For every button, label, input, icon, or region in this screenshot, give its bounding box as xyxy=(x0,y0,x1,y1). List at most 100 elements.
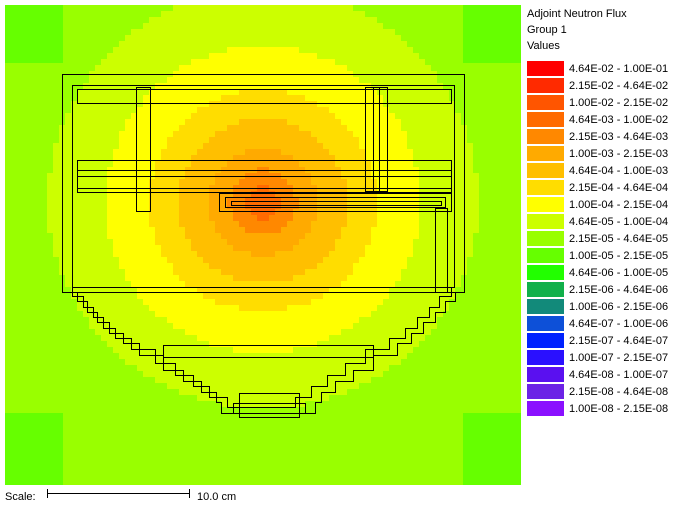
heatmap-cell-run xyxy=(179,215,209,221)
legend-label: 2.15E-05 - 4.64E-05 xyxy=(569,232,669,245)
heatmap-cell-run xyxy=(293,275,347,281)
heatmap-cell-run xyxy=(119,137,167,143)
guide-tube-left xyxy=(136,87,151,212)
heatmap-cell-run xyxy=(299,125,347,131)
heatmap-cell-run xyxy=(371,239,413,245)
legend-row: 2.15E-03 - 4.64E-03 xyxy=(527,128,672,145)
heatmap-corner-cell xyxy=(463,5,521,63)
insert-guide-right xyxy=(435,208,448,293)
heatmap-cell-run xyxy=(167,317,359,323)
heatmap-cell-run xyxy=(245,197,281,203)
heatmap-cell-run xyxy=(407,143,473,149)
heatmap-cell-run xyxy=(197,395,329,401)
heatmap-cell-run xyxy=(125,359,401,365)
heatmap-cell-run xyxy=(359,77,437,83)
legend-row: 4.64E-04 - 1.00E-03 xyxy=(527,162,672,179)
heatmap-cell-run xyxy=(203,143,323,149)
heatmap-cell-run xyxy=(149,197,179,203)
heatmap-cell-run xyxy=(59,257,119,263)
heatmap-cell-run xyxy=(161,155,191,161)
heatmap-cell-run xyxy=(209,197,227,203)
heatmap-cell-run xyxy=(191,239,227,245)
heatmap-cell-run xyxy=(197,149,245,155)
heatmap-cell-run xyxy=(113,251,161,257)
heatmap-cell-run xyxy=(359,317,437,323)
heatmap-cell-run xyxy=(419,179,479,185)
heatmap-cell-run xyxy=(149,305,239,311)
legend-label: 2.15E-07 - 4.64E-07 xyxy=(569,334,669,347)
heatmap-cell-run xyxy=(149,89,239,95)
heatmap-cell-run xyxy=(377,215,419,221)
heatmap-cell-run xyxy=(209,137,317,143)
heatmap-cell-run xyxy=(101,59,191,65)
heatmap-cell-run xyxy=(197,287,329,293)
heatmap-cell-run xyxy=(365,251,413,257)
heatmap-cell-run xyxy=(203,293,323,299)
heatmap-cell-run xyxy=(341,281,395,287)
heatmap-cell-run xyxy=(335,59,425,65)
heatmap-cell-run xyxy=(71,287,137,293)
heatmap-cell-run xyxy=(89,323,173,329)
heatmap-cell-run xyxy=(185,227,215,233)
heatmap-cell-run xyxy=(149,209,179,215)
legend-row: 1.00E-02 - 2.15E-02 xyxy=(527,94,672,111)
scale-line xyxy=(47,493,189,494)
heatmap-cell-run xyxy=(173,323,353,329)
heatmap-cell-run xyxy=(329,335,425,341)
legend-label: 4.64E-07 - 1.00E-06 xyxy=(569,317,669,330)
heatmap-cell-run xyxy=(359,257,407,263)
legend-swatch xyxy=(527,384,564,399)
heatmap-cell-run xyxy=(287,119,341,125)
heatmap-cell-run xyxy=(209,263,317,269)
heatmap-cell-run xyxy=(275,251,329,257)
heatmap-cell-run xyxy=(353,263,407,269)
heatmap-cell-run xyxy=(257,215,269,221)
heatmap-cell-run xyxy=(227,125,299,131)
heatmap-cell-run xyxy=(371,233,419,239)
heatmap-cell-run xyxy=(233,275,293,281)
heatmap-cell-run xyxy=(167,257,203,263)
heatmap-cell-run xyxy=(239,221,287,227)
heatmap-cell-run xyxy=(155,311,371,317)
heatmap-cell-run xyxy=(179,65,347,71)
heatmap-cell-run xyxy=(329,251,365,257)
heatmap-cell-run xyxy=(383,299,449,305)
legend-row: 2.15E-02 - 4.64E-02 xyxy=(527,77,672,94)
heatmap-cell-run xyxy=(53,161,113,167)
flux-heatmap xyxy=(5,5,521,485)
heatmap-cell-run xyxy=(125,119,185,125)
heatmap-cell-run xyxy=(53,245,113,251)
legend-swatch xyxy=(527,146,564,161)
heatmap-cell-run xyxy=(119,353,407,359)
legend-row: 2.15E-07 - 4.64E-07 xyxy=(527,332,672,349)
heatmap-cell-run xyxy=(143,95,221,101)
legend-swatch xyxy=(527,214,564,229)
heatmap-cell-run xyxy=(149,221,179,227)
heatmap-cell-run xyxy=(305,233,341,239)
heatmap-cell-run xyxy=(65,281,131,287)
heatmap-cell-run xyxy=(353,269,401,275)
heatmap-cell-run xyxy=(311,299,383,305)
legend-swatch xyxy=(527,265,564,280)
legend-swatch xyxy=(527,299,564,314)
legend-label: 4.64E-03 - 1.00E-02 xyxy=(569,113,669,126)
heatmap-cell-run xyxy=(119,257,167,263)
legend-label: 1.00E-03 - 2.15E-03 xyxy=(569,147,669,160)
heatmap-cell-run xyxy=(161,11,365,17)
legend-row: 4.64E-02 - 1.00E-01 xyxy=(527,60,672,77)
heatmap-cell-run xyxy=(47,197,107,203)
heatmap-cell-run xyxy=(119,131,173,137)
heatmap-cell-run xyxy=(323,143,359,149)
legend-swatch xyxy=(527,282,564,297)
heatmap-cell-run xyxy=(407,263,467,269)
heatmap-cell-run xyxy=(377,221,419,227)
heatmap-cell-run xyxy=(311,131,353,137)
insert-core xyxy=(231,201,442,206)
heatmap-cell-run xyxy=(53,251,113,257)
heatmap-cell-run xyxy=(125,125,179,131)
legend-rows: 4.64E-02 - 1.00E-01 2.15E-02 - 4.64E-02 1.… xyxy=(527,60,672,417)
heatmap-cell-run xyxy=(347,179,377,185)
heatmap-cell-run xyxy=(365,245,413,251)
heatmap-cell-run xyxy=(371,227,419,233)
heatmap-cell-run xyxy=(377,197,419,203)
